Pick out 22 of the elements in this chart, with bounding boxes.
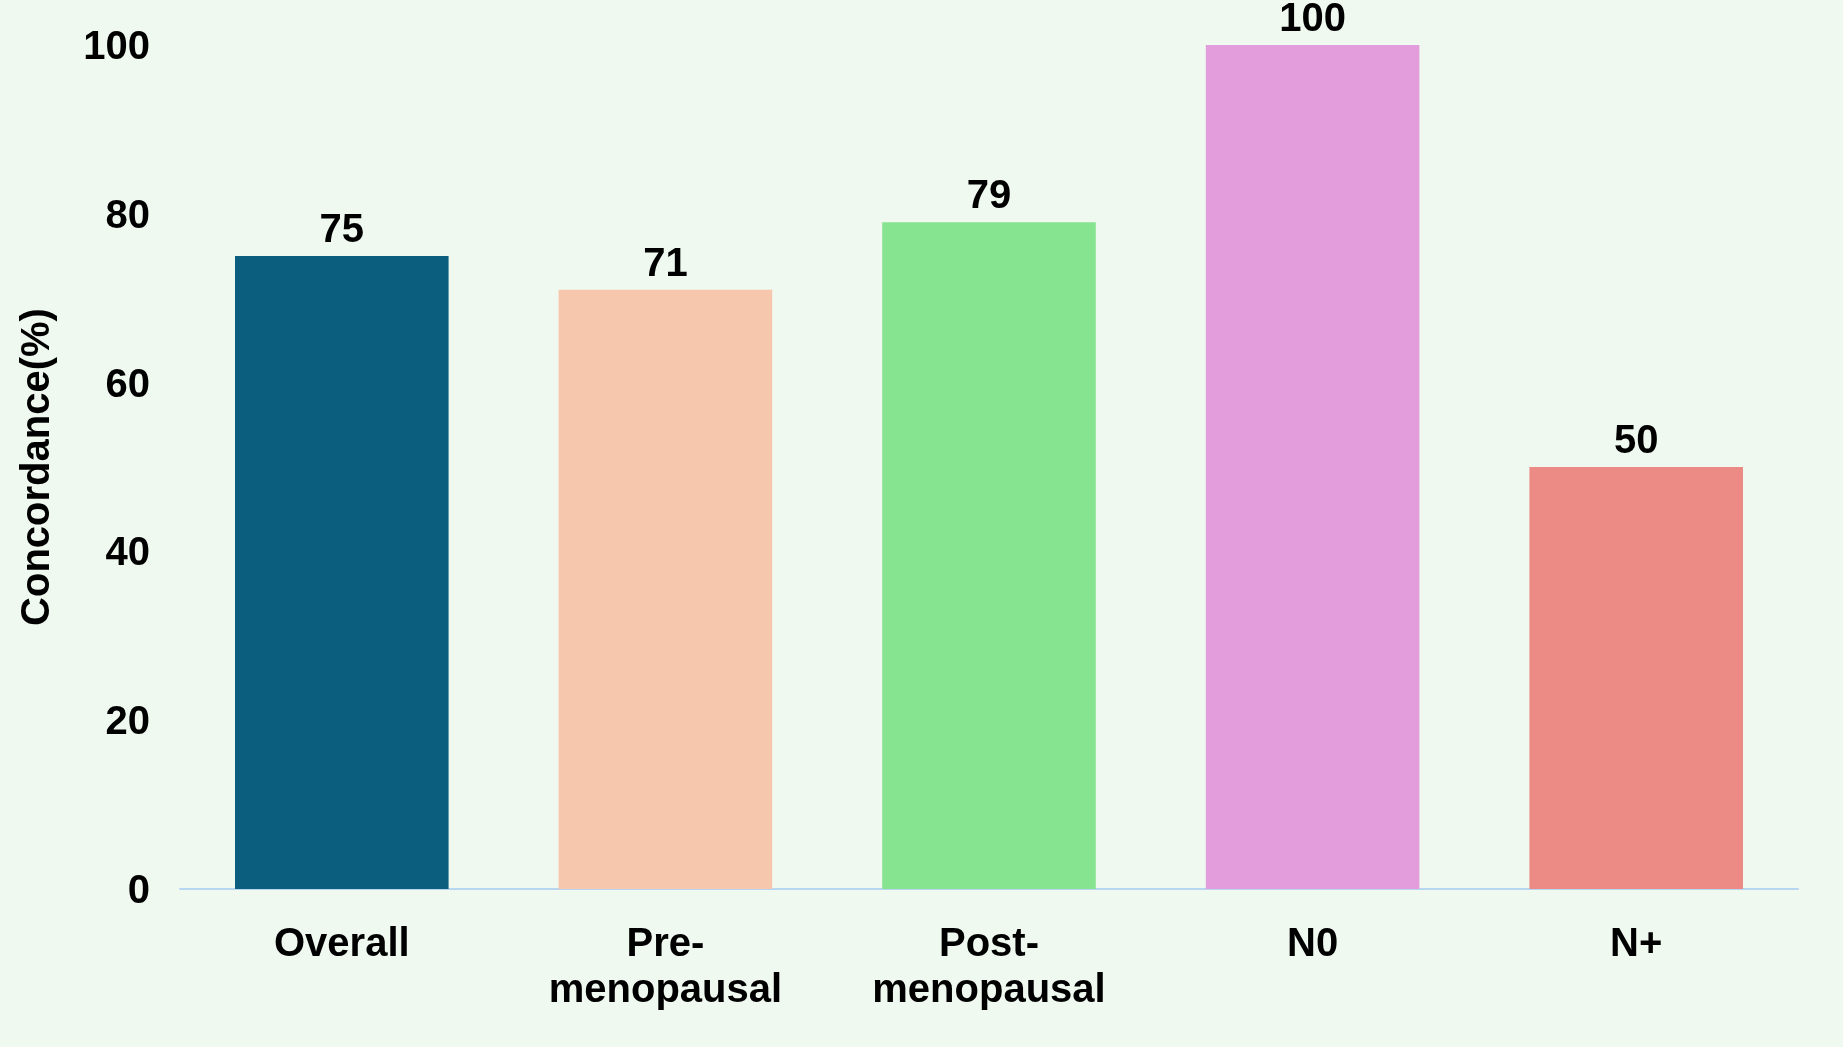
bar [235, 256, 449, 889]
y-tick-label: 80 [105, 191, 150, 236]
bar [882, 222, 1096, 889]
y-tick-label: 0 [127, 867, 150, 911]
x-tick-label: N0 [1287, 920, 1339, 964]
y-tick-label: 20 [105, 698, 150, 743]
data-label: 71 [643, 239, 688, 284]
data-label: 79 [966, 172, 1012, 217]
data-label: 100 [1279, 0, 1346, 39]
y-tick-label: 60 [105, 360, 150, 405]
bar [1205, 45, 1420, 889]
x-tick-label: N+ [1610, 920, 1663, 964]
bar [558, 289, 773, 889]
data-label: 50 [1613, 417, 1659, 461]
x-tick-label: Post-menopausal [872, 920, 1106, 1010]
x-tick-label: Overall [273, 920, 410, 964]
y-tick-label: 40 [105, 529, 150, 574]
y-axis-title: Concordance(%) [13, 308, 57, 626]
bar [1529, 467, 1743, 889]
data-label: 75 [319, 206, 365, 250]
x-tick-label: Pre-menopausal [548, 920, 783, 1010]
y-tick-label: 100 [83, 23, 150, 67]
